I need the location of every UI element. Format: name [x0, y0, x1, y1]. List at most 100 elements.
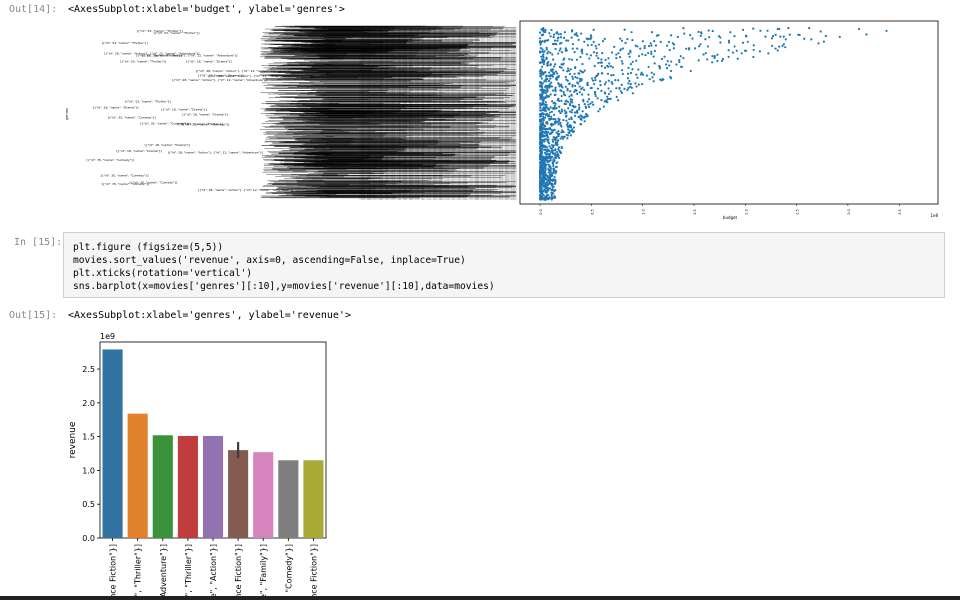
scatter-point — [559, 137, 562, 140]
scatter-point — [640, 71, 643, 74]
scatter-point — [542, 53, 545, 56]
scatter-point — [540, 156, 543, 160]
genre-tick-label: [{"id": 18, "name": "Drama"}] — [145, 143, 190, 147]
scatter-plot: [{"id": 18, "name": "Drama"}][{"id": 28,… — [65, 20, 938, 220]
code-line-4: sns.barplot(x=movies['genres'][:10],y=mo… — [73, 281, 495, 292]
scatter-point — [568, 72, 572, 76]
scatter-point — [585, 53, 589, 56]
scatter-point — [538, 140, 542, 144]
scatter-point — [699, 43, 702, 46]
bar-series — [102, 349, 324, 538]
bar-y-tick-label: 2.5 — [82, 365, 95, 374]
scatter-point — [539, 164, 542, 167]
scatter-point — [543, 50, 546, 53]
scatter-point — [559, 111, 562, 115]
scatter-point — [587, 98, 591, 101]
scatter-point — [548, 32, 551, 35]
scatter-point — [550, 122, 553, 125]
scatter-point — [583, 102, 586, 106]
scatter-point — [546, 90, 549, 93]
scatter-point — [713, 54, 716, 58]
scatter-point — [544, 153, 548, 156]
scatter-point — [549, 106, 552, 109]
scatter-point — [817, 42, 820, 45]
scatter-point — [553, 176, 556, 179]
scatter-point — [541, 162, 545, 165]
scatter-point — [541, 135, 544, 138]
scatter-point — [553, 106, 556, 110]
scatter-point — [552, 123, 555, 126]
scatter-point — [555, 131, 558, 134]
scatter-point — [570, 116, 573, 119]
bar-x-tick-labels: ence Fiction"}] e", "Thriller"}] "Adventur… — [109, 538, 318, 598]
scatter-point — [566, 89, 569, 92]
scatter-point — [727, 39, 731, 42]
scatter-point — [557, 146, 561, 149]
scatter-point — [704, 52, 707, 55]
scatter-point — [621, 72, 624, 76]
scatter-point — [538, 37, 542, 40]
scatter-point — [544, 113, 547, 116]
scatter-point — [597, 56, 600, 60]
scatter-point — [787, 26, 790, 30]
scatter-point — [548, 118, 551, 122]
bar — [228, 450, 249, 538]
scatter-point — [553, 195, 556, 198]
scatter-point — [635, 73, 638, 76]
scatter-point — [546, 136, 550, 139]
scatter-point — [575, 33, 578, 36]
scatter-point — [619, 48, 622, 51]
scatter-point — [617, 52, 620, 55]
scatter-point — [619, 90, 622, 93]
scatter-point — [548, 187, 552, 190]
scatter-point — [541, 172, 545, 175]
scatter-point — [551, 145, 555, 149]
scatter-point — [566, 121, 569, 125]
scatter-point — [549, 51, 552, 54]
scatter-point — [558, 109, 561, 113]
scatter-point — [630, 31, 633, 34]
scatter-point — [865, 33, 868, 36]
scatter-point — [603, 37, 606, 40]
scatter-point — [778, 45, 781, 48]
scatter-point — [594, 93, 597, 96]
scatter-point — [719, 41, 722, 44]
scatter-point — [574, 66, 577, 69]
scatter-point — [613, 45, 616, 48]
bar-x-tick-label: "Adventure"}] — [159, 544, 168, 598]
scatter-point — [552, 136, 555, 139]
scatter-point — [645, 74, 648, 77]
scatter-point — [542, 62, 545, 66]
scatter-point — [539, 162, 542, 166]
scatter-point — [571, 128, 574, 131]
scatter-point — [637, 83, 640, 86]
code-cell-15[interactable]: plt.figure (figsize=(5,5)) movies.sort_v… — [63, 232, 945, 298]
scatter-point — [594, 44, 597, 48]
scatter-point — [557, 133, 560, 136]
scatter-point — [885, 29, 888, 32]
scatter-point — [555, 161, 558, 165]
scatter-point — [543, 138, 546, 141]
code-line-1: plt.figure (figsize=(5,5)) — [73, 242, 224, 253]
scatter-point — [549, 35, 552, 38]
scatter-point — [605, 99, 608, 102]
scatter-point — [774, 33, 777, 36]
scatter-point — [548, 177, 551, 180]
scatter-point — [589, 102, 592, 105]
scatter-point — [550, 194, 553, 198]
scatter-point — [595, 54, 598, 57]
scatter-point — [699, 31, 703, 34]
out14-prompt: Out[14]: — [9, 4, 58, 15]
genre-tick-label: [{"id": 53, "name": "Thriller"}] — [177, 122, 223, 126]
scatter-point — [560, 89, 563, 93]
scatter-point — [628, 79, 631, 83]
scatter-point — [565, 123, 569, 126]
scatter-point — [542, 60, 546, 64]
scatter-points — [538, 26, 888, 201]
scatter-point — [581, 86, 584, 89]
genre-tick-label: [{"id": 18, "name": "Drama"}] — [116, 149, 161, 153]
scatter-point — [578, 72, 581, 75]
scatter-point — [752, 44, 755, 47]
scatter-point — [554, 86, 557, 89]
scatter-point — [567, 69, 570, 72]
